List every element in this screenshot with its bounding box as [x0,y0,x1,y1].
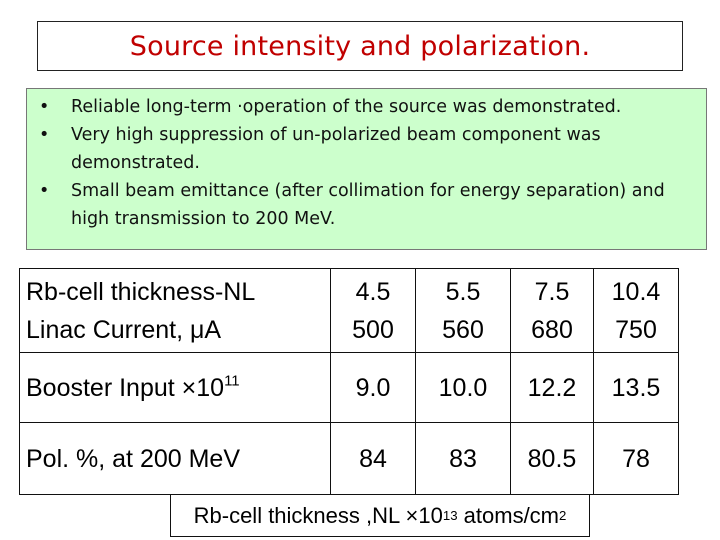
bullet-item: • Reliable long-term ·operation of the s… [33,93,698,121]
table-row: Pol. %, at 200 MeV 84 83 80.5 78 [19,422,679,495]
title-box: Source intensity and polarization. [37,21,683,71]
table-cell: 5.5 560 [415,268,511,353]
row-label: Booster Input ×1011 [19,352,331,423]
cell-line: 680 [531,315,573,344]
data-table: Rb-cell thickness-NL Linac Current, μA 4… [19,268,679,495]
table-cell: 10.4 750 [593,268,679,353]
table-cell: 4.5 500 [330,268,416,353]
bullet-item: • Small beam emittance (after collimatio… [33,177,698,233]
label-superscript: 11 [224,372,240,389]
row-label: Rb-cell thickness-NL Linac Current, μA [19,268,331,353]
cell-line: 5.5 [445,277,481,306]
units-footnote: Rb-cell thickness ,NL ×10 13 atoms/cm 2 [170,494,590,537]
label-line: Rb-cell thickness-NL [26,277,256,306]
bullet-text: Reliable long-term ·operation of the sou… [71,97,622,117]
cell-line: 560 [442,315,484,344]
slide-title: Source intensity and polarization. [129,30,591,62]
cell-line: 7.5 [534,277,570,306]
bullet-marker: • [39,181,50,201]
bullet-text: Small beam emittance (after collimation … [71,181,665,229]
table-row: Booster Input ×1011 9.0 10.0 12.2 13.5 [19,352,679,423]
table-cell: 83 [415,422,511,495]
bullet-text: Very high suppression of un-polarized be… [71,125,601,173]
label-line: Linac Current, μA [26,315,222,344]
table-cell: 9.0 [330,352,416,423]
bullet-marker: • [39,125,50,145]
row-label: Pol. %, at 200 MeV [19,422,331,495]
cell-line: 4.5 [355,277,391,306]
table-cell: 13.5 [593,352,679,423]
cell-line: 750 [615,315,657,344]
cell-line: 500 [352,315,394,344]
bullet-box: • Reliable long-term ·operation of the s… [26,88,707,250]
bullet-marker: • [39,97,50,117]
cell-line: 10.4 [611,277,661,306]
footnote-suffix: atoms/cm [457,502,560,528]
table-row: Rb-cell thickness-NL Linac Current, μA 4… [19,268,679,353]
bullet-item: • Very high suppression of un-polarized … [33,121,698,177]
footnote-text: Rb-cell thickness ,NL ×10 [193,502,443,528]
label-text: Booster Input ×10 [26,373,225,402]
table-cell: 12.2 [510,352,594,423]
table-cell: 7.5 680 [510,268,594,353]
table-cell: 84 [330,422,416,495]
table-cell: 10.0 [415,352,511,423]
table-cell: 78 [593,422,679,495]
table-cell: 80.5 [510,422,594,495]
